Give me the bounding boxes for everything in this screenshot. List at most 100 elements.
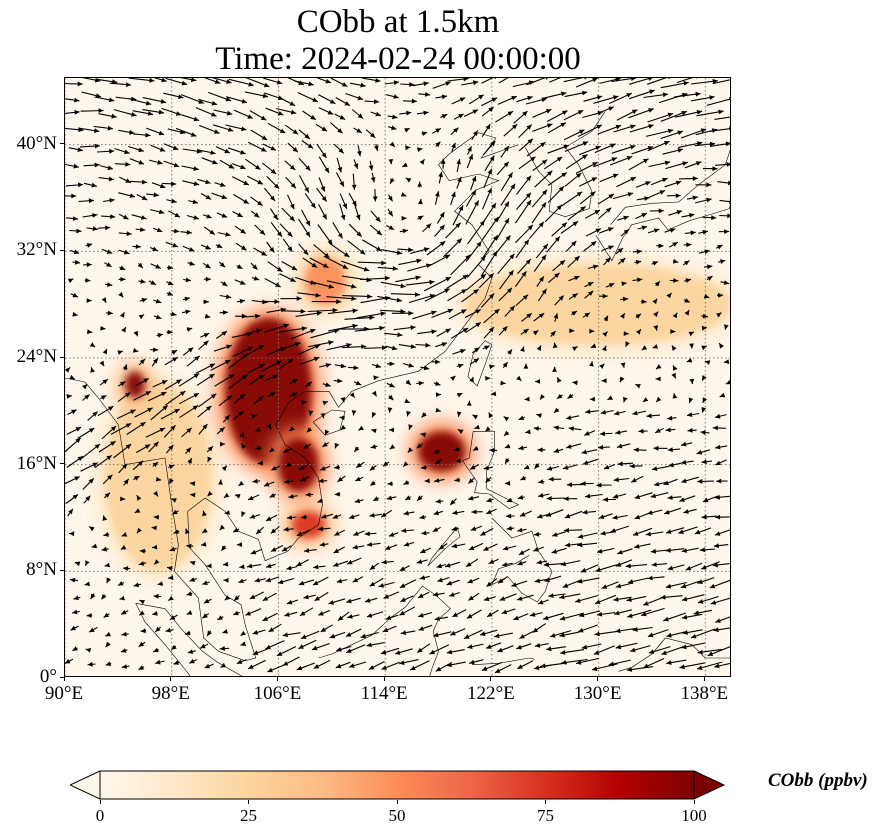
wind-arrow [187, 457, 193, 464]
wind-arrow [182, 180, 200, 186]
wind-arrow [149, 159, 163, 165]
wind-arrow [616, 109, 638, 121]
wind-arrow [405, 379, 412, 386]
wind-arrow [357, 260, 387, 266]
wind-arrow [548, 272, 560, 284]
wind-arrow [539, 394, 545, 400]
wind-arrow [403, 510, 415, 516]
wind-arrow [135, 377, 149, 387]
wind-arrow [552, 366, 557, 372]
wind-arrow [457, 428, 464, 434]
wind-arrow [532, 123, 553, 132]
wind-arrow [701, 459, 713, 465]
wind-arrow [515, 294, 529, 307]
wind-arrow [318, 156, 330, 174]
wind-arrow [370, 172, 376, 183]
wind-arrow [647, 78, 671, 85]
wind-arrow [526, 141, 546, 157]
wind-arrow [637, 225, 648, 231]
wind-arrow [109, 82, 132, 87]
wind-arrow [678, 526, 698, 534]
coastline [312, 409, 346, 436]
wind-arrow [653, 325, 659, 331]
wind-arrow [298, 639, 317, 650]
wind-arrow [664, 228, 676, 233]
wind-arrow [364, 345, 387, 351]
wind-arrow [279, 273, 296, 283]
wind-arrow [223, 492, 230, 499]
wind-arrow [579, 191, 596, 205]
wind-arrow [365, 129, 376, 139]
wind-arrow [551, 547, 567, 554]
wind-arrow [118, 129, 135, 135]
wind-arrow [424, 478, 430, 484]
wind-arrow [373, 375, 379, 381]
wind-arrow [287, 194, 295, 210]
wind-arrow [106, 310, 113, 316]
wind-arrow [701, 375, 707, 381]
wind-arrow [211, 78, 232, 84]
wind-arrow [295, 310, 322, 317]
wind-arrow [434, 191, 440, 205]
wind-arrow [337, 475, 346, 483]
wind-arrow [388, 394, 394, 401]
wind-arrow [416, 643, 431, 654]
wind-arrow [635, 313, 642, 319]
wind-arrow [198, 393, 217, 408]
wind-arrow [696, 449, 710, 455]
wind-arrow [497, 576, 508, 584]
wind-arrow [702, 215, 717, 221]
wind-arrow [121, 326, 127, 333]
wind-arrow [463, 629, 483, 640]
wind-arrow [617, 461, 634, 467]
wind-arrow [358, 425, 364, 431]
wind-arrow [696, 661, 723, 670]
wind-arrow [495, 217, 510, 241]
wind-arrow [257, 460, 264, 466]
wind-arrow [150, 144, 166, 152]
wind-arrow [569, 328, 575, 334]
wind-arrow [304, 381, 313, 388]
wind-arrow [628, 158, 649, 171]
wind-arrow [308, 410, 314, 416]
wind-arrow [165, 78, 188, 86]
wind-arrow [536, 276, 545, 287]
wind-arrow [598, 445, 611, 450]
wind-arrow [613, 609, 632, 616]
wind-arrow [517, 495, 525, 500]
wind-arrow [616, 176, 637, 188]
wind-arrow [693, 609, 712, 616]
wind-arrow [701, 325, 708, 331]
wind-arrow [136, 494, 142, 501]
wind-arrow [98, 440, 116, 453]
wind-arrow [388, 159, 394, 165]
wind-arrow [714, 413, 727, 419]
wind-arrow [503, 430, 510, 437]
wind-arrow [198, 423, 208, 435]
wind-arrow [300, 356, 320, 365]
wind-arrow [620, 312, 626, 319]
wind-arrow [679, 495, 696, 502]
wind-arrow [632, 249, 642, 254]
wind-arrow [354, 325, 385, 332]
map-panel[interactable] [64, 77, 731, 677]
wind-arrow [386, 225, 395, 231]
wind-arrow [716, 478, 728, 484]
wind-arrow [164, 379, 182, 390]
wind-arrow [156, 332, 164, 338]
colorbar-tick-label: 75 [537, 806, 554, 825]
wind-arrow [680, 128, 707, 139]
wind-arrow [580, 481, 594, 486]
wind-arrow [186, 214, 200, 220]
wind-arrow [629, 463, 643, 469]
wind-arrow [65, 658, 74, 664]
wind-arrow [466, 400, 472, 406]
y-tick-label: 32°N [16, 239, 57, 261]
wind-arrow [244, 91, 269, 99]
wind-arrow [389, 178, 395, 184]
wind-arrow [416, 443, 423, 449]
wind-arrow [245, 608, 262, 616]
wind-arrow [346, 597, 361, 604]
wind-arrow [481, 123, 491, 137]
wind-arrow [171, 498, 177, 503]
